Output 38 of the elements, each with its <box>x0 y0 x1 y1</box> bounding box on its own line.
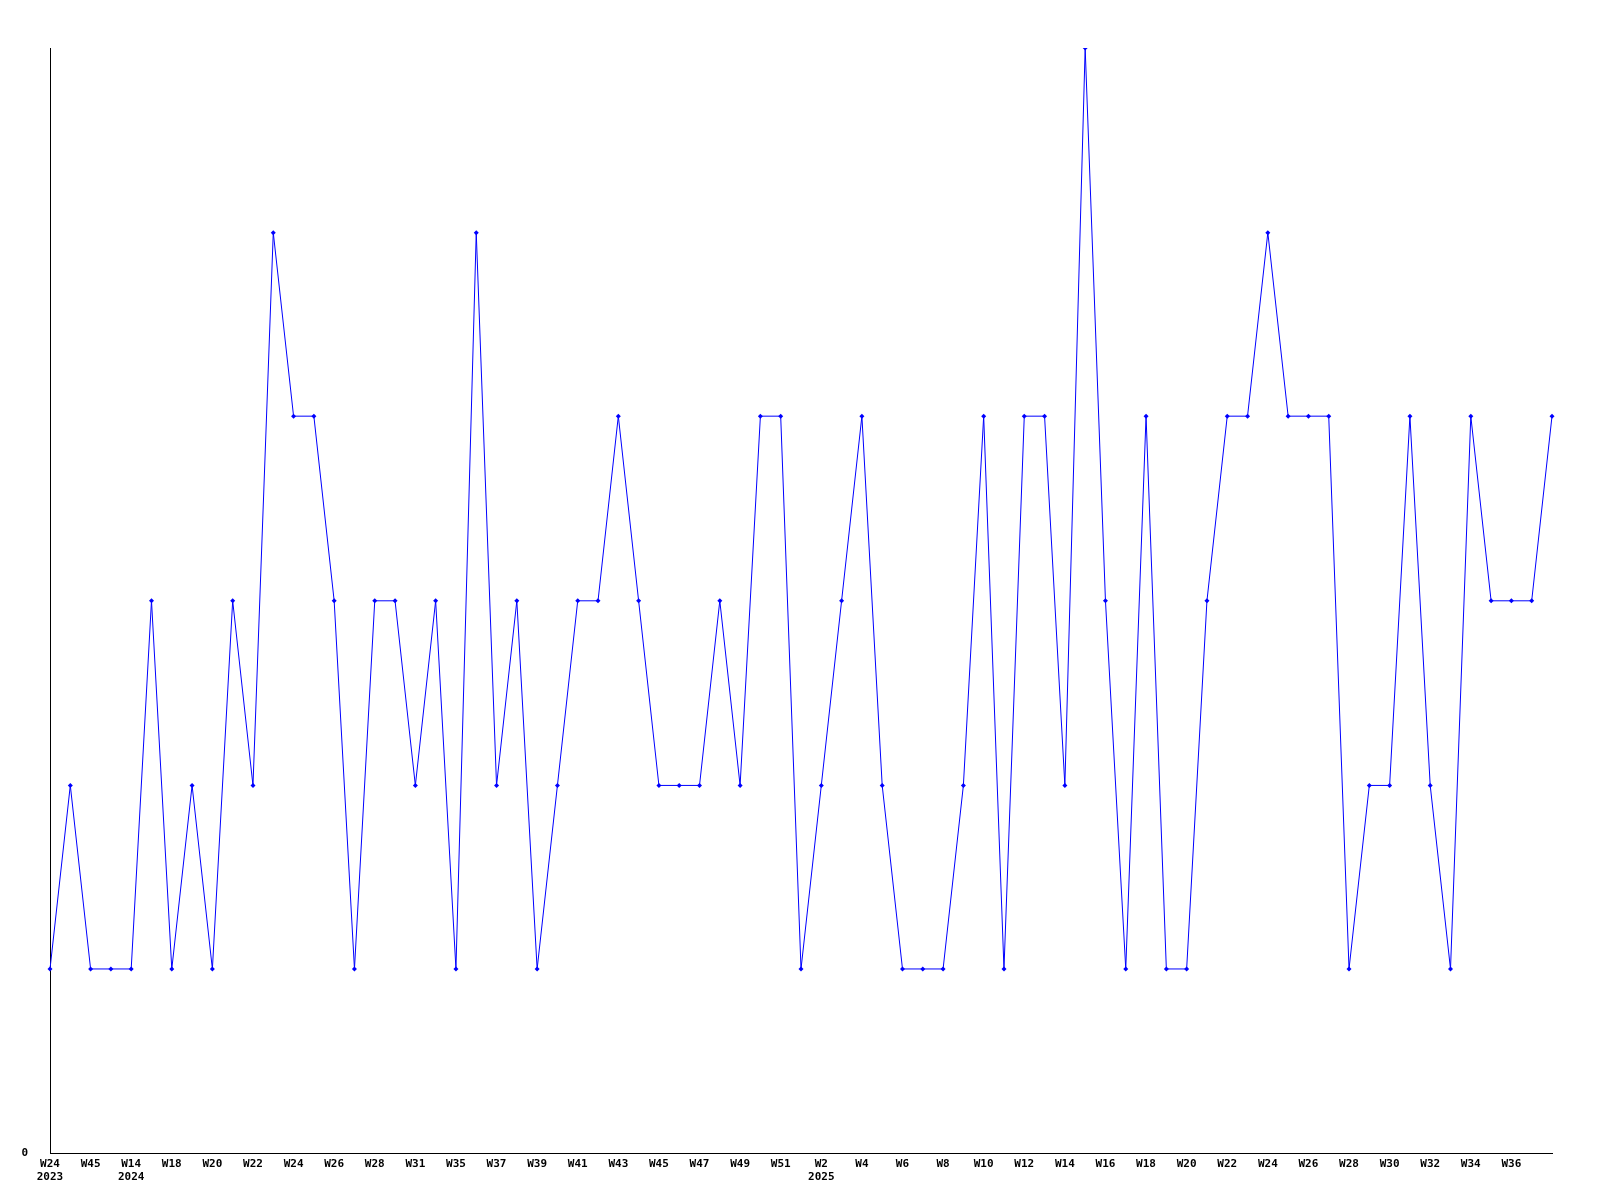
x-tick-label: W45 <box>648 1157 669 1171</box>
x-tick-label: W24 <box>283 1157 304 1171</box>
x-tick-label: W37 <box>486 1157 507 1171</box>
x-tick-label: W30 <box>1379 1157 1400 1171</box>
x-tick-label: W14 2024 <box>117 1157 145 1184</box>
x-tick-label: W8 <box>936 1157 950 1171</box>
x-tick-label: W28 <box>1339 1157 1359 1171</box>
x-tick-label: W14 <box>1054 1157 1076 1171</box>
x-tick-label: W4 <box>855 1157 869 1171</box>
x-tick-label: W26 <box>324 1157 345 1171</box>
x-tick-label: W22 <box>1217 1157 1238 1171</box>
x-tick-label: W26 <box>1298 1157 1319 1171</box>
x-tick-label: W20 <box>202 1157 223 1171</box>
x-tick-label: W34 <box>1460 1157 1482 1171</box>
x-tick-label: W47 <box>689 1157 710 1171</box>
x-tick-label: W20 <box>1176 1157 1197 1171</box>
x-tick-label: W49 <box>730 1157 751 1171</box>
x-tick-label: W43 <box>608 1157 629 1171</box>
x-tick-label: W24 2023 <box>36 1157 64 1184</box>
x-tick-label: W12 <box>1014 1157 1035 1171</box>
x-tick-label: W32 <box>1420 1157 1441 1171</box>
text: 0 <box>21 1146 28 1160</box>
x-tick-label: W51 <box>770 1157 792 1171</box>
x-tick-label: W22 <box>243 1157 263 1171</box>
x-tick-label: W16 <box>1095 1157 1116 1171</box>
x-tick-label: W18 <box>161 1157 182 1171</box>
x-tick-label: W45 <box>80 1157 101 1171</box>
x-tick-label: W18 <box>1136 1157 1156 1171</box>
x-tick-label: W10 <box>973 1157 994 1171</box>
x-tick-label: W28 <box>364 1157 385 1171</box>
x-tick-label: W6 <box>895 1157 910 1171</box>
x-tick-label: W39 <box>527 1157 548 1171</box>
x-tick-label: W36 <box>1501 1157 1522 1171</box>
x-tick-label: W41 <box>567 1157 589 1171</box>
x-tick-label: W35 <box>446 1157 466 1171</box>
x-tick-label: W24 <box>1257 1157 1279 1171</box>
x-tick-label: W31 <box>405 1157 426 1171</box>
x-tick-label: W2 2025 <box>808 1157 835 1184</box>
